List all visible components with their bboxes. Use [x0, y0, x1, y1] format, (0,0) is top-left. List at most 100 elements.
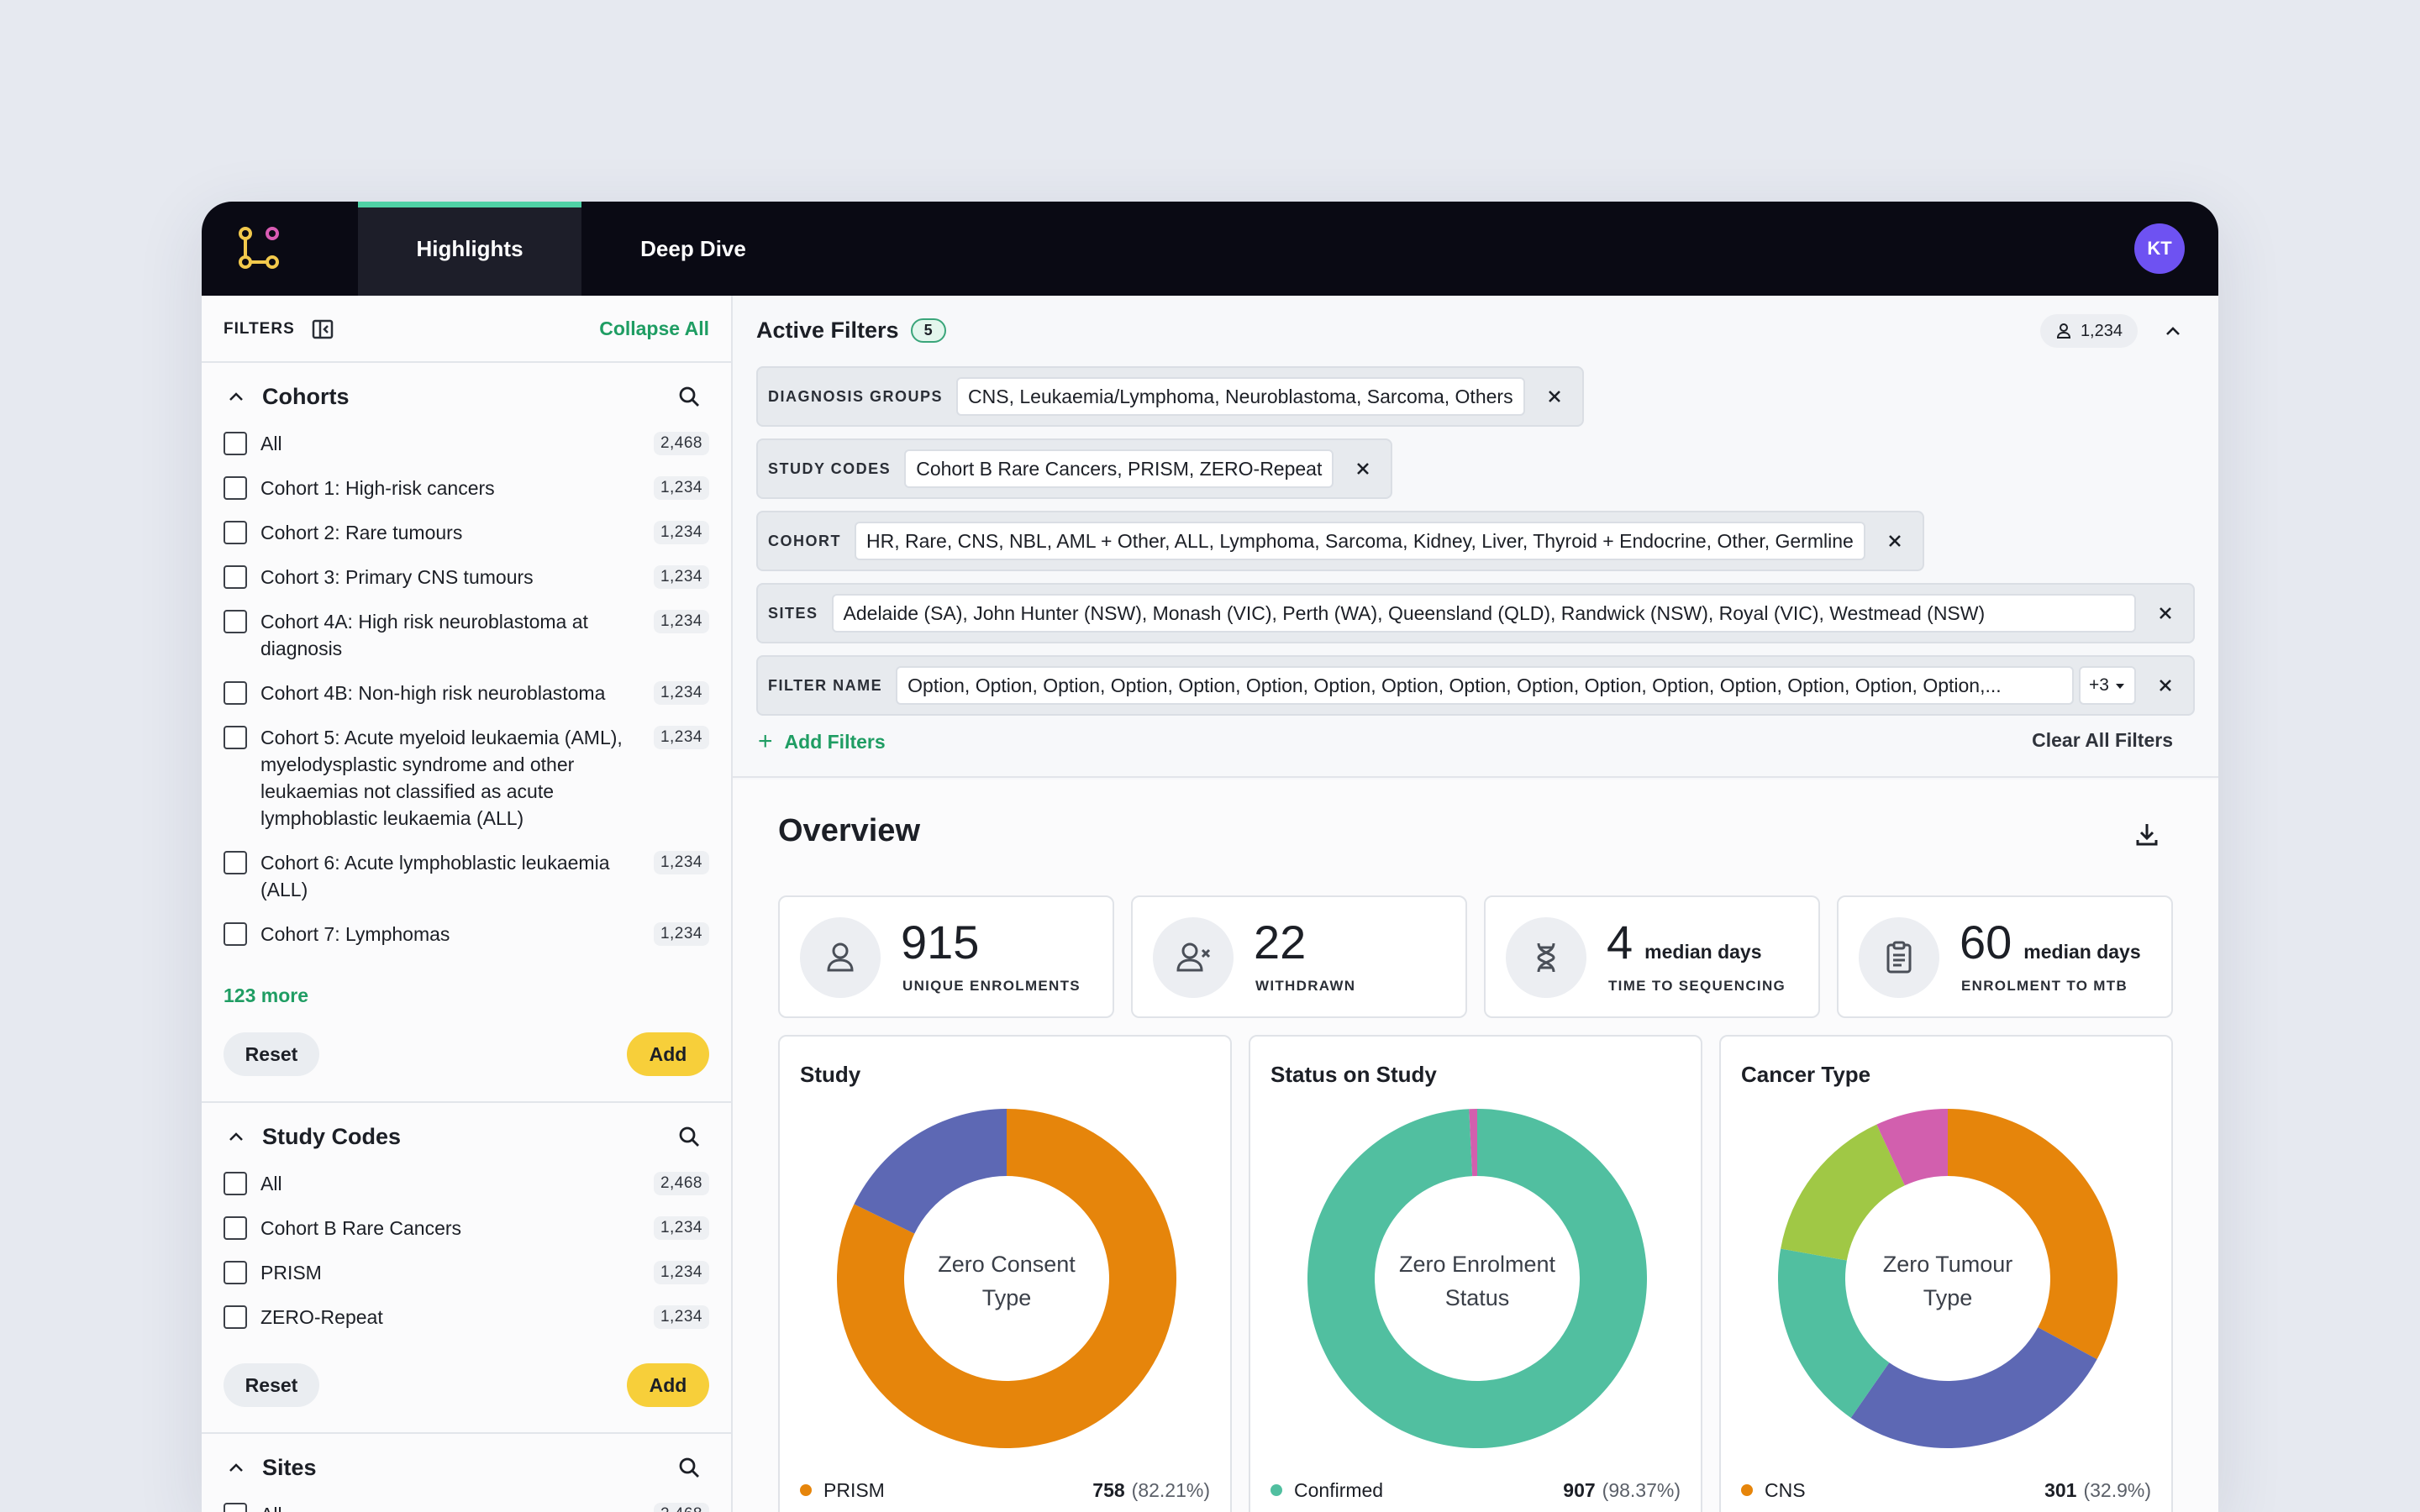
- close-icon[interactable]: [1354, 459, 1372, 478]
- filter-value[interactable]: Cohort B Rare Cancers, PRISM, ZERO-Repea…: [904, 449, 1334, 488]
- count-badge: 2,468: [653, 1172, 709, 1195]
- stat-label: TIME TO SEQUENCING: [1608, 978, 1786, 994]
- clear-all-filters-button[interactable]: Clear All Filters: [2032, 729, 2173, 751]
- list-item: ZERO-Repeat 1,234: [224, 1304, 709, 1331]
- chart-legend: PRISM 758 (82.21%) Cohort B Rare Cancers164…: [800, 1473, 1210, 1512]
- chevron-up-icon[interactable]: [227, 1458, 245, 1477]
- donut-slice[interactable]: [837, 1109, 1176, 1448]
- sites-section-header[interactable]: Sites: [224, 1434, 709, 1501]
- option-label: Cohort 3: Primary CNS tumours: [260, 566, 534, 588]
- checkbox[interactable]: [224, 476, 247, 500]
- count-badge: 1,234: [653, 922, 709, 946]
- checkbox[interactable]: [224, 1305, 247, 1329]
- study-codes-title: Study Codes: [262, 1123, 402, 1149]
- donut-slice[interactable]: [1781, 1124, 1905, 1261]
- legend-item[interactable]: PRISM 758 (82.21%): [800, 1473, 1210, 1507]
- legend-value: 758: [1092, 1478, 1125, 1501]
- legend-item[interactable]: Sarcoma245(26.78%): [1741, 1507, 2151, 1512]
- option-label: Cohort 7: Lymphomas: [260, 923, 450, 945]
- filter-value[interactable]: HR, Rare, CNS, NBL, AML + Other, ALL, Ly…: [855, 522, 1865, 560]
- user-icon: [2056, 323, 2070, 339]
- add-filters-button[interactable]: + Add Filters: [758, 727, 886, 756]
- legend-swatch: [1270, 1484, 1282, 1496]
- count-badge: 1,234: [653, 681, 709, 705]
- tab-highlights[interactable]: Highlights: [358, 202, 581, 296]
- add-button[interactable]: Add: [627, 1363, 709, 1407]
- main-content: Active Filters 5 1,234 DIAGNOSIS GROUPS …: [733, 296, 2218, 1512]
- filter-label: DIAGNOSIS GROUPS: [768, 387, 944, 405]
- avatar[interactable]: KT: [2134, 223, 2185, 274]
- tab-deep-dive[interactable]: Deep Dive: [640, 235, 746, 261]
- active-filters-panel: Active Filters 5 1,234 DIAGNOSIS GROUPS …: [733, 296, 2218, 778]
- close-icon[interactable]: [2156, 604, 2175, 622]
- legend-item[interactable]: Confirmed 907 (98.37%): [1270, 1473, 1681, 1507]
- download-icon[interactable]: [2133, 820, 2161, 848]
- list-item: Cohort 4A: High risk neuroblastoma at di…: [224, 608, 709, 662]
- search-icon[interactable]: [677, 1456, 701, 1479]
- donut-slice[interactable]: [1778, 1248, 1890, 1418]
- donut-center-label: Type: [1923, 1285, 1973, 1310]
- count-badge: 1,234: [653, 1216, 709, 1240]
- add-button[interactable]: Add: [627, 1032, 709, 1076]
- checkbox[interactable]: [224, 1172, 247, 1195]
- close-icon[interactable]: [2156, 676, 2175, 695]
- reset-button[interactable]: Reset: [224, 1363, 319, 1407]
- filter-label: SITES: [768, 604, 818, 622]
- filters-sidebar: FILTERS Collapse All Cohorts All 2,468 Co…: [202, 296, 733, 1512]
- donut-slice[interactable]: [1948, 1109, 2118, 1360]
- close-icon[interactable]: [1886, 532, 1904, 550]
- reset-button[interactable]: Reset: [224, 1032, 319, 1076]
- checkbox[interactable]: [224, 432, 247, 455]
- filter-value[interactable]: Adelaide (SA), John Hunter (NSW), Monash…: [831, 594, 2136, 633]
- more-values-dropdown[interactable]: +3: [2079, 666, 2136, 705]
- donut-slice[interactable]: [1307, 1109, 1647, 1448]
- checkbox[interactable]: [224, 565, 247, 589]
- legend-item[interactable]: CNS 301 (32.9%): [1741, 1473, 2151, 1507]
- add-filters-label: Add Filters: [784, 730, 886, 753]
- study-codes-options-list: All 2,468 Cohort B Rare Cancers 1,234 PRIS…: [224, 1170, 709, 1331]
- checkbox[interactable]: [224, 610, 247, 633]
- show-more-link[interactable]: 123 more: [224, 984, 309, 1006]
- collapse-all-button[interactable]: Collapse All: [599, 318, 709, 339]
- list-item: All 2,468: [224, 1501, 709, 1512]
- stat-number: 60: [1960, 916, 2012, 969]
- legend-item[interactable]: Lost to follow up7(0.76%): [1270, 1507, 1681, 1512]
- search-icon[interactable]: [677, 1125, 701, 1148]
- checkbox[interactable]: [224, 851, 247, 874]
- collapse-panel-icon[interactable]: [311, 318, 334, 341]
- filter-value[interactable]: CNS, Leukaemia/Lymphoma, Neuroblastoma, …: [956, 377, 1525, 416]
- stat-value: 4 median days: [1607, 917, 1762, 977]
- chevron-up-icon[interactable]: [2163, 321, 2183, 341]
- checkbox[interactable]: [224, 726, 247, 749]
- option-label: Cohort 5: Acute myeloid leukaemia (AML),…: [260, 727, 623, 829]
- checkbox[interactable]: [224, 1216, 247, 1240]
- sites-title: Sites: [262, 1454, 317, 1480]
- checkbox[interactable]: [224, 1503, 247, 1512]
- checkbox[interactable]: [224, 681, 247, 705]
- filter-value[interactable]: Option, Option, Option, Option, Option, …: [896, 666, 2075, 705]
- study-codes-section-header[interactable]: Study Codes: [224, 1103, 709, 1170]
- chevron-up-icon[interactable]: [227, 387, 245, 406]
- checkbox[interactable]: [224, 521, 247, 544]
- stat-number: 915: [901, 916, 980, 969]
- chart-legend: Confirmed 907 (98.37%) Lost to follow up7(0…: [1270, 1473, 1681, 1512]
- cohorts-actions: Reset Add: [224, 1032, 709, 1101]
- chevron-up-icon[interactable]: [227, 1127, 245, 1146]
- count-badge: 1,234: [653, 1305, 709, 1329]
- close-icon[interactable]: [1545, 387, 1564, 406]
- checkbox[interactable]: [224, 1261, 247, 1284]
- count-badge: 1,234: [653, 476, 709, 500]
- donut-slice[interactable]: [1469, 1109, 1477, 1177]
- search-icon[interactable]: [677, 385, 701, 408]
- donut-slice[interactable]: [1876, 1109, 1948, 1186]
- list-item: All 2,468: [224, 1170, 709, 1197]
- donut-slice[interactable]: [1850, 1327, 2097, 1448]
- more-values-count: +3: [2089, 675, 2109, 695]
- legend-item[interactable]: Cohort B Rare Cancers164(17.79%): [800, 1507, 1210, 1512]
- logo-icon[interactable]: [235, 223, 286, 274]
- chart-title: Status on Study: [1270, 1062, 1437, 1087]
- checkbox[interactable]: [224, 922, 247, 946]
- legend-swatch: [800, 1484, 812, 1496]
- cohorts-section-header[interactable]: Cohorts: [224, 363, 709, 430]
- donut-slice[interactable]: [854, 1109, 1007, 1234]
